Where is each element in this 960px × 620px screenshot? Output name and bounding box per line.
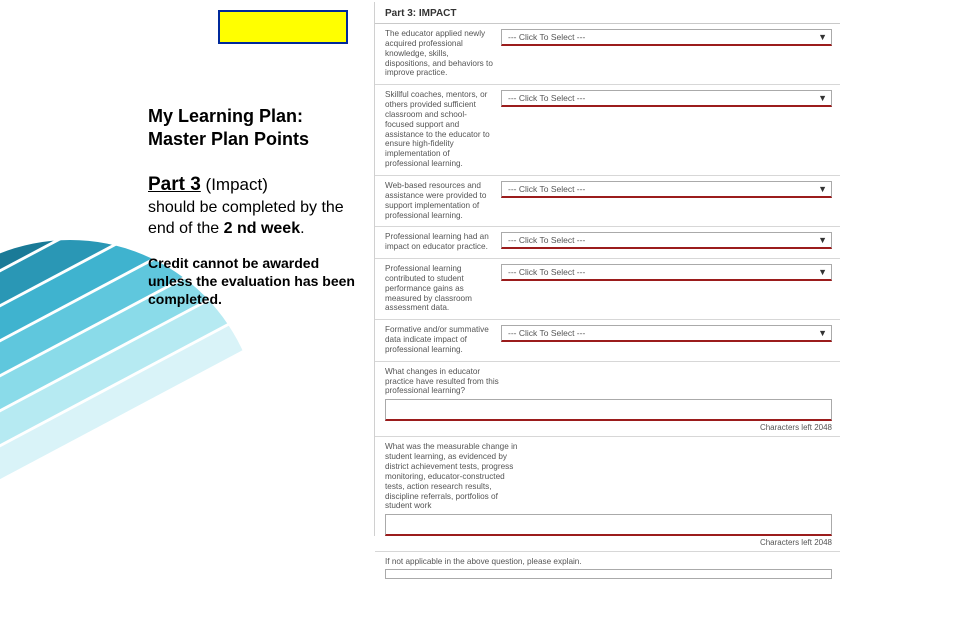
form-question: What was the measurable change in studen…: [385, 442, 520, 511]
select-dropdown[interactable]: --- Click To Select --- ▼: [501, 325, 832, 342]
select-placeholder: --- Click To Select ---: [508, 93, 585, 103]
select-dropdown[interactable]: --- Click To Select --- ▼: [501, 90, 832, 107]
chevron-down-icon: ▼: [818, 235, 827, 245]
part-suffix: (Impact): [201, 175, 268, 194]
form-row: Professional learning had an impact on e…: [375, 227, 840, 259]
slide-title: My Learning Plan: Master Plan Points: [148, 105, 358, 150]
form-row: Professional learning contributed to stu…: [375, 259, 840, 320]
select-placeholder: --- Click To Select ---: [508, 235, 585, 245]
part-heading: Part 3 (Impact): [148, 174, 358, 196]
deadline-suffix: .: [300, 220, 304, 237]
textarea-input[interactable]: [385, 399, 832, 421]
form-section-header: Part 3: IMPACT: [375, 2, 840, 24]
form-row: Skillful coaches, mentors, or others pro…: [375, 85, 840, 176]
form-row: Web-based resources and assistance were …: [375, 176, 840, 227]
credit-warning: Credit cannot be awarded unless the eval…: [148, 254, 358, 309]
chevron-down-icon: ▼: [818, 93, 827, 103]
form-row-label: Professional learning had an impact on e…: [385, 232, 493, 252]
callout-highlight-box: [218, 10, 348, 44]
title-line-1: My Learning Plan:: [148, 106, 303, 126]
chevron-down-icon: ▼: [818, 32, 827, 42]
form-text-row: What changes in educator practice have r…: [375, 362, 840, 438]
select-dropdown[interactable]: --- Click To Select --- ▼: [501, 264, 832, 281]
form-row-label: Web-based resources and assistance were …: [385, 181, 493, 220]
deadline-bold: 2 nd week: [224, 220, 300, 237]
form-screenshot-panel: Part 3: IMPACT The educator applied newl…: [374, 2, 840, 536]
chevron-down-icon: ▼: [818, 267, 827, 277]
select-dropdown[interactable]: --- Click To Select --- ▼: [501, 29, 832, 46]
char-counter: Characters left 2048: [385, 423, 832, 432]
slide-text-block: My Learning Plan: Master Plan Points Par…: [148, 105, 358, 308]
deadline-text: should be completed by the end of the 2 …: [148, 198, 358, 240]
select-dropdown[interactable]: --- Click To Select --- ▼: [501, 181, 832, 198]
textarea-input[interactable]: [385, 569, 832, 579]
form-text-row: What was the measurable change in studen…: [375, 437, 840, 552]
chevron-down-icon: ▼: [818, 184, 827, 194]
form-final-row: If not applicable in the above question,…: [375, 552, 840, 581]
part-label: Part 3: [148, 174, 201, 195]
form-row: The educator applied newly acquired prof…: [375, 24, 840, 85]
select-placeholder: --- Click To Select ---: [508, 267, 585, 277]
form-final-label: If not applicable in the above question,…: [385, 557, 582, 566]
form-row-label: Professional learning contributed to stu…: [385, 264, 493, 313]
chevron-down-icon: ▼: [818, 328, 827, 338]
form-row-label: Skillful coaches, mentors, or others pro…: [385, 90, 493, 169]
form-question: What changes in educator practice have r…: [385, 367, 505, 397]
select-dropdown[interactable]: --- Click To Select --- ▼: [501, 232, 832, 249]
select-placeholder: --- Click To Select ---: [508, 328, 585, 338]
textarea-input[interactable]: [385, 514, 832, 536]
form-row-label: The educator applied newly acquired prof…: [385, 29, 493, 78]
form-row-label: Formative and/or summative data indicate…: [385, 325, 493, 355]
title-line-2: Master Plan Points: [148, 129, 309, 149]
form-row: Formative and/or summative data indicate…: [375, 320, 840, 362]
select-placeholder: --- Click To Select ---: [508, 184, 585, 194]
select-placeholder: --- Click To Select ---: [508, 32, 585, 42]
